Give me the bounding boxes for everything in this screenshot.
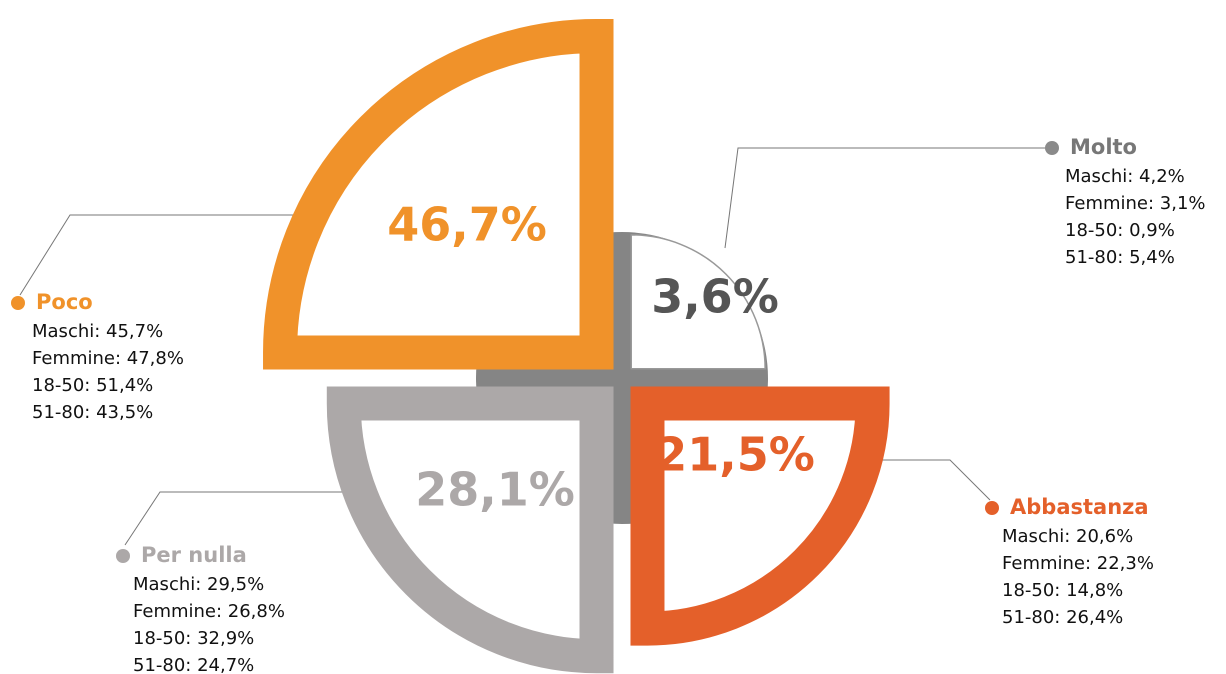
leader-line — [124, 491, 415, 546]
detail-line: 18-50: 14,8% — [1002, 580, 1123, 601]
detail-line: Maschi: 29,5% — [133, 574, 264, 595]
detail-line: Femmine: 26,8% — [133, 601, 285, 622]
detail-line: Maschi: 4,2% — [1065, 166, 1185, 187]
detail-line: 51-80: 26,4% — [1002, 607, 1123, 628]
legend-dot — [985, 501, 999, 515]
sector — [630, 386, 890, 646]
detail-line: Femmine: 47,8% — [32, 348, 184, 369]
leader-line — [724, 147, 1045, 249]
detail-line: 51-80: 43,5% — [32, 402, 153, 423]
detail-line: Femmine: 3,1% — [1065, 193, 1206, 214]
detail-line: Maschi: 20,6% — [1002, 526, 1133, 547]
detail-line: 18-50: 0,9% — [1065, 220, 1175, 241]
legend-name: Per nulla — [141, 543, 247, 567]
legend-name: Molto — [1070, 135, 1137, 159]
value-label: 46,7% — [387, 198, 547, 252]
detail-line: 51-80: 5,4% — [1065, 247, 1175, 268]
legend-dot — [116, 549, 130, 563]
legend-dot — [1045, 141, 1059, 155]
detail-line: 18-50: 32,9% — [133, 628, 254, 649]
detail-line: 51-80: 24,7% — [133, 655, 254, 674]
detail-line: Maschi: 45,7% — [32, 321, 163, 342]
sector — [326, 386, 614, 674]
value-label: 3,6% — [651, 270, 779, 324]
detail-line: Femmine: 22,3% — [1002, 553, 1154, 574]
value-label: 21,5% — [655, 428, 815, 482]
legend-name: Abbastanza — [1010, 495, 1149, 519]
sector — [263, 19, 614, 370]
legend-dot — [11, 296, 25, 310]
detail-line: 18-50: 51,4% — [32, 375, 153, 396]
value-label: 28,1% — [415, 463, 575, 517]
sector — [630, 234, 766, 370]
legend-name: Poco — [36, 290, 93, 314]
leader-lines — [19, 147, 1045, 546]
